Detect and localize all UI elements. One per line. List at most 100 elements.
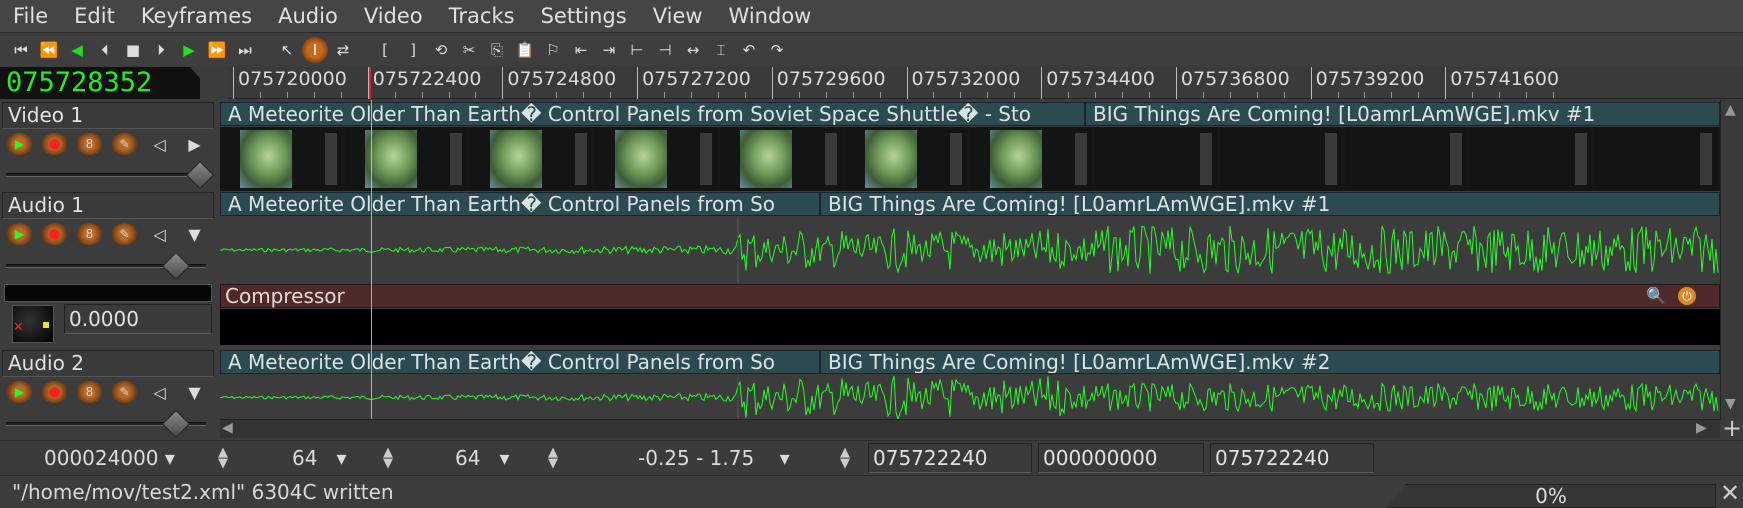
video-filmstrip[interactable] xyxy=(220,127,1720,191)
gang-icon[interactable]: 8 xyxy=(76,223,103,245)
track-title-audio-2[interactable]: Audio 2 xyxy=(2,350,214,377)
toggle-label-icon[interactable]: ↔ xyxy=(686,41,700,59)
plugin-value-field[interactable]: 0.0000 xyxy=(64,304,212,334)
audio-waveform-1[interactable] xyxy=(220,217,1720,283)
scroll-left-icon[interactable]: ◀ xyxy=(222,420,233,436)
track-canvas[interactable]: A Meteorite Older Than Earth� Control Pa… xyxy=(220,100,1720,420)
fade-slider-video-1[interactable] xyxy=(6,173,200,177)
menu-settings[interactable]: Settings xyxy=(540,4,627,28)
fast-forward-icon[interactable]: ⏩ xyxy=(207,41,227,59)
out-point-icon[interactable]: ] xyxy=(410,41,416,59)
vertical-scrollbar[interactable]: ▲ ▼ xyxy=(1720,100,1743,420)
play-track-icon[interactable]: ▶ xyxy=(6,133,33,155)
insertion-cursor[interactable] xyxy=(371,100,372,420)
paste-icon[interactable]: 📋 xyxy=(515,41,535,59)
frame-forward-icon[interactable]: ⏵ xyxy=(157,41,165,59)
draw-icon[interactable]: ✎ xyxy=(111,381,138,403)
selection-end-field[interactable]: 075722240 xyxy=(1210,443,1374,473)
auto-range-select[interactable]: -0.25 - 1.75 ▾ xyxy=(638,446,790,470)
frame-back-icon[interactable]: ⏴ xyxy=(101,41,109,59)
edit-title-audio-2-a[interactable]: A Meteorite Older Than Earth� Control Pa… xyxy=(220,350,820,374)
selection-length-field[interactable]: 000000000 xyxy=(1038,443,1204,473)
undo-icon[interactable]: ↶ xyxy=(742,41,756,59)
edit-title-audio-1-a[interactable]: A Meteorite Older Than Earth� Control Pa… xyxy=(220,192,820,216)
fade-slider-thumb-video-1[interactable] xyxy=(185,160,215,190)
playhead-marker[interactable] xyxy=(369,67,371,99)
menu-window[interactable]: Window xyxy=(728,4,812,28)
selection-icon[interactable]: ⌶ xyxy=(716,41,726,59)
plugin-show-icon[interactable]: 🔍 xyxy=(1646,286,1666,305)
expand-down-icon[interactable]: ▼ xyxy=(188,382,201,402)
plugin-bar-compressor[interactable]: Compressor 🔍 ⏻ xyxy=(220,284,1720,308)
fade-slider-thumb-audio-1[interactable] xyxy=(161,251,191,281)
sample-zoom-spinner[interactable]: ▲ ▼ xyxy=(218,445,228,471)
fit-selection-icon[interactable]: ⊢ xyxy=(630,41,644,59)
mute-icon[interactable]: ◁ xyxy=(153,382,166,402)
menu-edit[interactable]: Edit xyxy=(74,4,115,28)
draw-icon[interactable]: ✎ xyxy=(111,133,138,155)
plugin-keyframe-area[interactable] xyxy=(220,309,1720,345)
copy-icon[interactable]: ⎘ xyxy=(490,41,503,59)
plugin-knob[interactable]: ✕ xyxy=(12,305,54,343)
record-track-icon[interactable]: ● xyxy=(41,223,68,245)
play-track-icon[interactable]: ▶ xyxy=(6,223,33,245)
splice-icon[interactable]: ⟲ xyxy=(434,41,448,59)
fade-slider-audio-1[interactable] xyxy=(6,264,206,268)
auto-range-spinner[interactable]: ▲ ▼ xyxy=(840,445,850,471)
selection-start-field[interactable]: 075722240 xyxy=(868,443,1032,473)
sample-zoom-select[interactable]: 000024000 ▾ xyxy=(44,446,175,470)
gang-icon[interactable]: 8 xyxy=(76,133,103,155)
play-track-icon[interactable]: ▶ xyxy=(6,381,33,403)
rewind-to-start-icon[interactable]: ⏮ xyxy=(14,41,28,59)
track-zoom-select[interactable]: 64 ▾ xyxy=(455,446,510,470)
edit-title-audio-2-b[interactable]: BIG Things Are Coming! [L0amrLAmWGE].mkv… xyxy=(820,350,1720,374)
plugin-on-icon[interactable]: ⏻ xyxy=(1678,287,1696,305)
menu-file[interactable]: File xyxy=(13,4,49,28)
gang-icon[interactable]: 8 xyxy=(76,381,103,403)
in-point-icon[interactable]: [ xyxy=(382,41,388,59)
expand-down-icon[interactable]: ▼ xyxy=(188,224,201,244)
edit-title-video-1-a[interactable]: A Meteorite Older Than Earth� Control Pa… xyxy=(220,102,1085,126)
play-icon[interactable]: ▶ xyxy=(183,41,195,59)
audio-waveform-2[interactable] xyxy=(220,375,1720,420)
arrow-tool-icon[interactable]: ↖ xyxy=(280,41,294,59)
cut-icon[interactable]: ✂ xyxy=(462,41,476,59)
edit-title-video-1-b[interactable]: BIG Things Are Coming! [L0amrLAmWGE].mkv… xyxy=(1085,102,1720,126)
fit-autos-icon[interactable]: ⊣ xyxy=(658,41,672,59)
track-zoom-spinner[interactable]: ▲ ▼ xyxy=(548,445,558,471)
amp-zoom-spinner[interactable]: ▲ ▼ xyxy=(383,445,393,471)
mute-icon[interactable]: ◁ xyxy=(153,224,166,244)
drag-tool-icon[interactable]: ⇄ xyxy=(336,41,350,59)
cancel-progress-icon[interactable]: ✕ xyxy=(1720,479,1741,507)
scroll-right-icon[interactable]: ▶ xyxy=(1696,420,1707,436)
edit-title-audio-1-b[interactable]: BIG Things Are Coming! [L0amrLAmWGE].mkv… xyxy=(820,192,1720,216)
expand-plus-icon[interactable]: + xyxy=(1722,414,1743,442)
menu-video[interactable]: Video xyxy=(363,4,423,28)
redo-icon[interactable]: ↷ xyxy=(770,41,784,59)
jump-to-end-icon[interactable]: ⏭ xyxy=(238,41,252,59)
horizontal-scrollbar[interactable]: ◀ ▶ xyxy=(220,419,1720,438)
scroll-up-icon[interactable]: ▲ xyxy=(1725,102,1736,118)
timebar[interactable]: 075720000 075722400 075724800 075727200 0757… xyxy=(228,67,1743,99)
menu-keyframes[interactable]: Keyframes xyxy=(140,4,253,28)
mute-icon[interactable]: ◁ xyxy=(153,134,166,154)
reverse-play-icon[interactable]: ◀ xyxy=(71,41,83,59)
amp-zoom-select[interactable]: 64 ▾ xyxy=(292,446,347,470)
draw-icon[interactable]: ✎ xyxy=(111,223,138,245)
track-title-audio-1[interactable]: Audio 1 xyxy=(2,192,214,219)
label-icon[interactable]: ⚐ xyxy=(546,41,560,59)
record-track-icon[interactable]: ● xyxy=(41,381,68,403)
menu-tracks[interactable]: Tracks xyxy=(448,4,515,28)
scroll-down-icon[interactable]: ▼ xyxy=(1725,396,1736,412)
fade-slider-thumb-audio-2[interactable] xyxy=(161,409,191,439)
ibeam-tool-icon[interactable]: I xyxy=(302,37,328,63)
fade-slider-audio-2[interactable] xyxy=(6,422,206,426)
stop-icon[interactable]: ■ xyxy=(125,41,141,59)
expand-right-icon[interactable]: ▶ xyxy=(188,134,201,154)
next-label-icon[interactable]: ⇥ xyxy=(602,41,616,59)
fast-reverse-icon[interactable]: ⏪ xyxy=(39,41,59,59)
track-title-video-1[interactable]: Video 1 xyxy=(2,102,214,129)
record-track-icon[interactable]: ● xyxy=(41,133,68,155)
menu-view[interactable]: View xyxy=(652,4,703,28)
prev-label-icon[interactable]: ⇤ xyxy=(574,41,588,59)
